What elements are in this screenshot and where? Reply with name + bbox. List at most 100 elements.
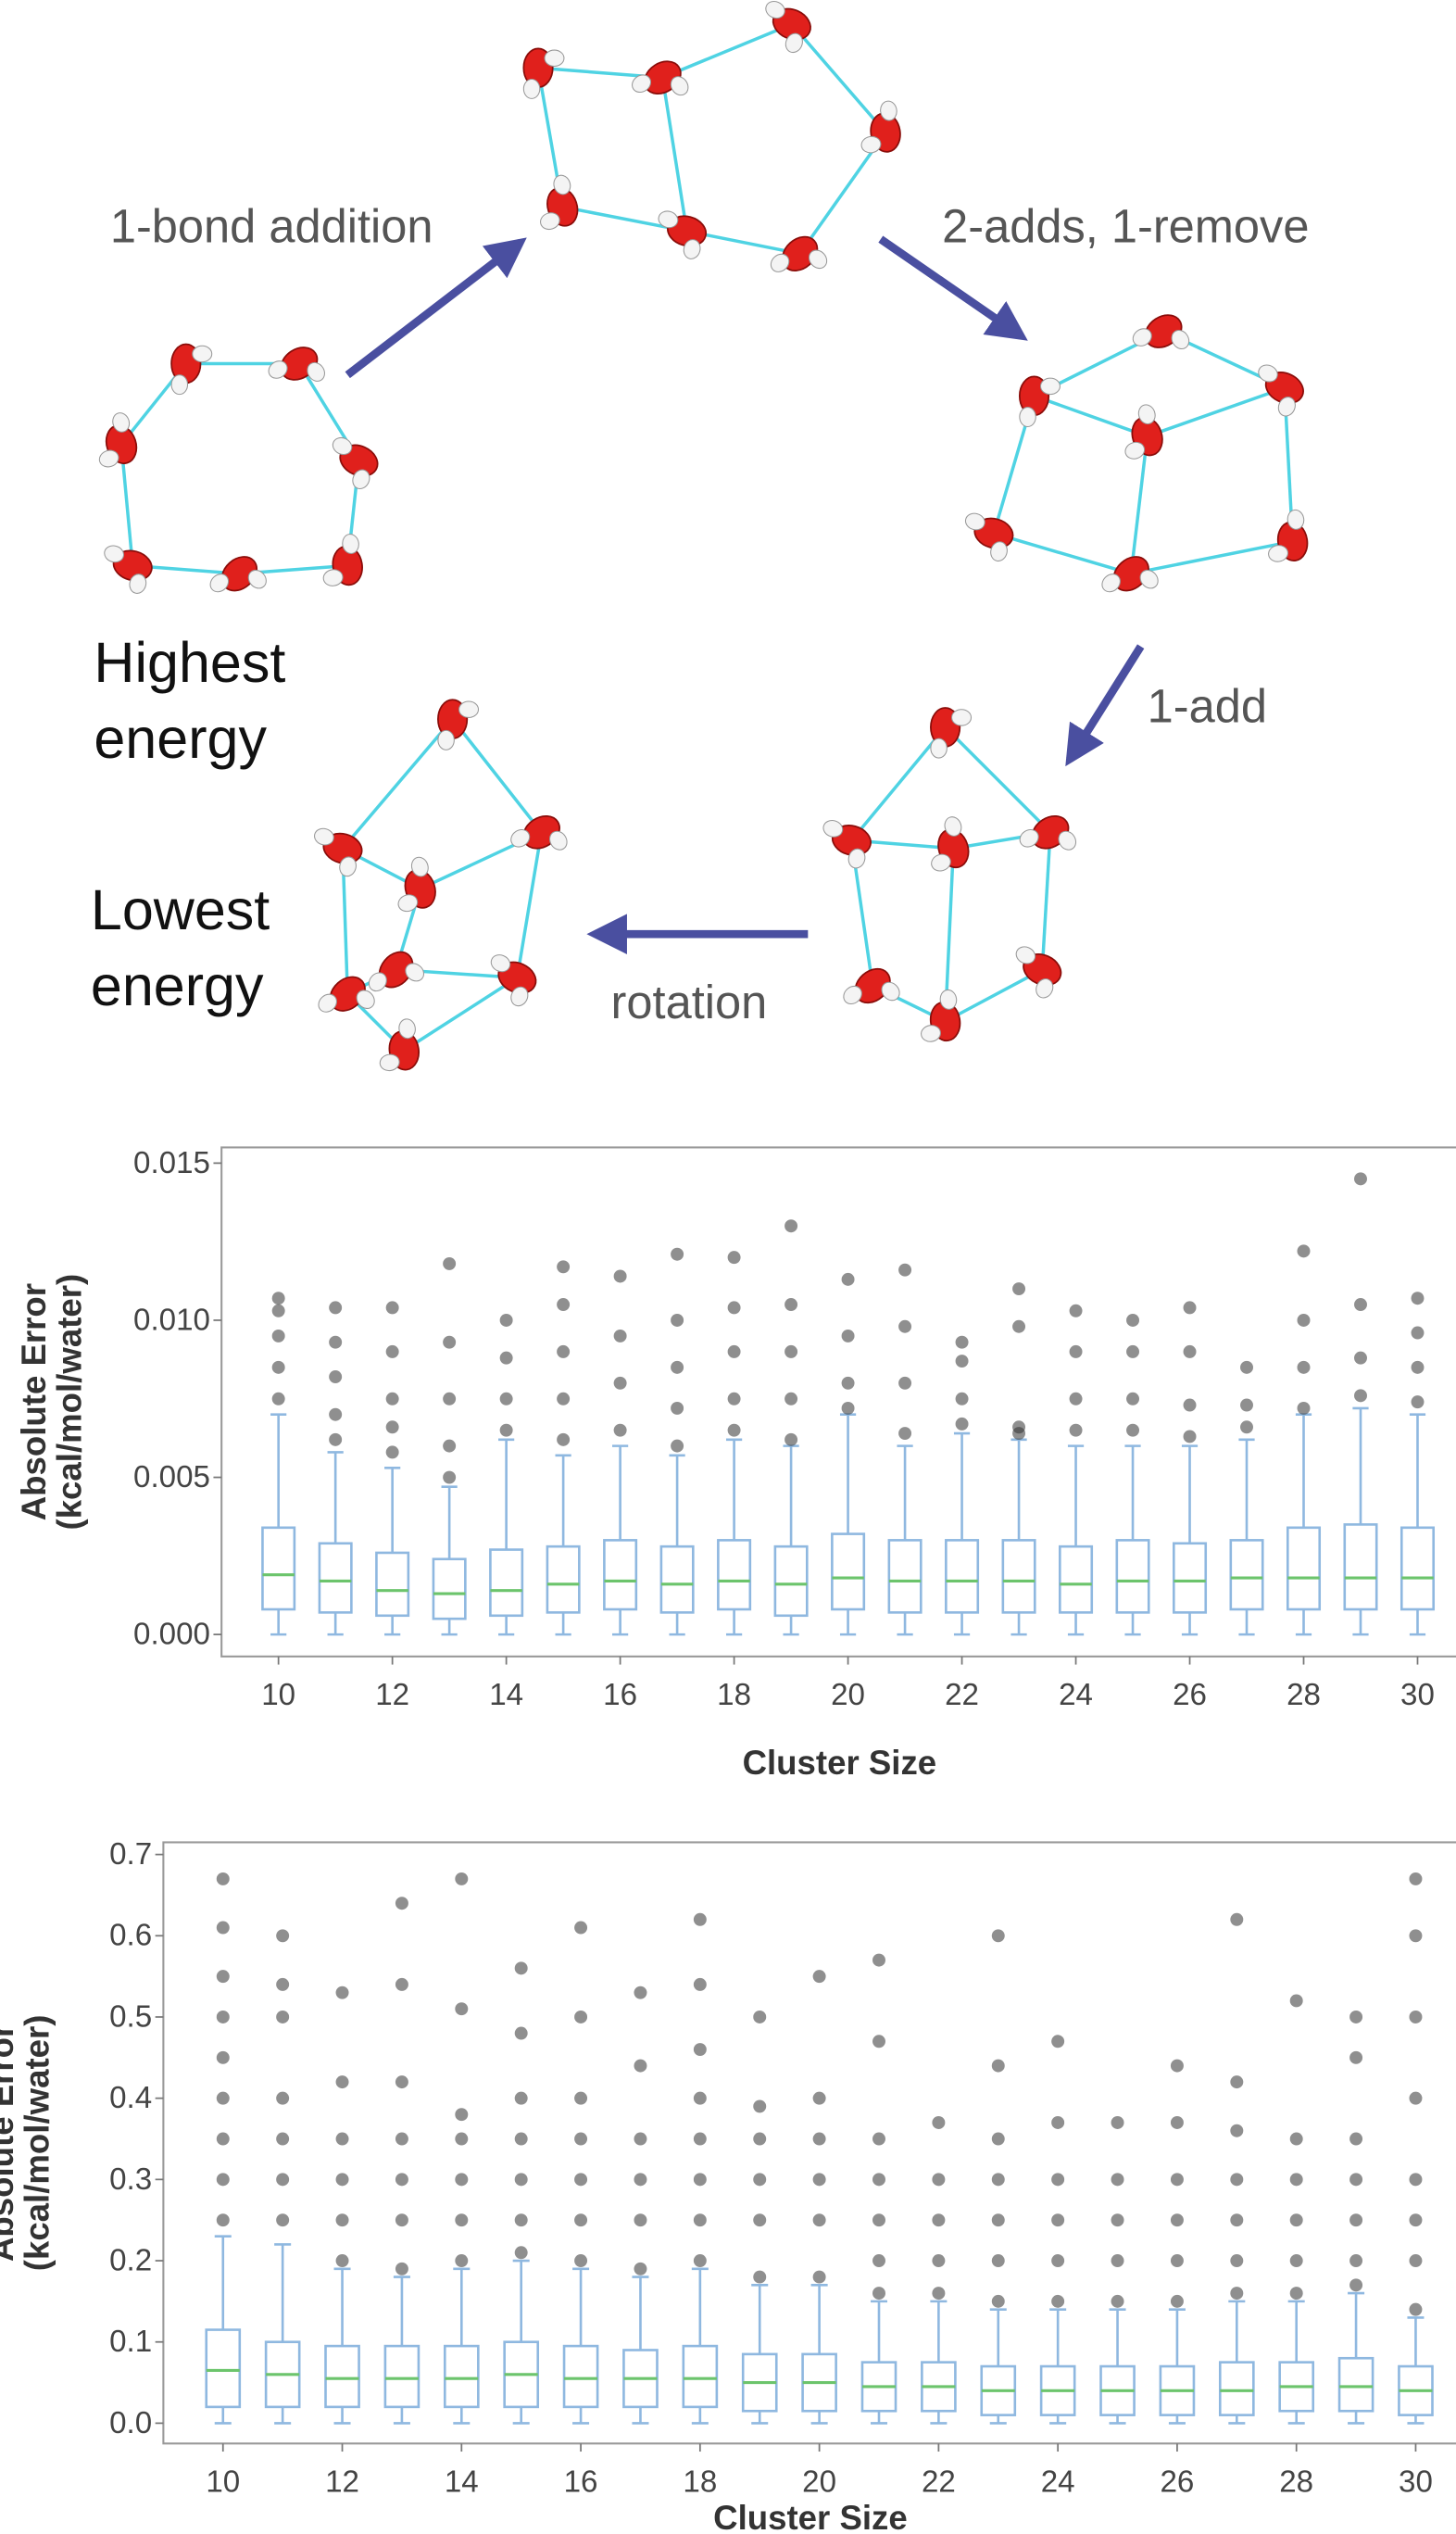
flier [455, 2133, 468, 2146]
hydrogen-bond [1131, 541, 1292, 574]
x-tick-label: 14 [489, 1678, 523, 1712]
flier [1184, 1430, 1197, 1443]
flier [813, 2133, 826, 2146]
hydrogen [545, 50, 564, 66]
flier [753, 2271, 766, 2284]
flier [1051, 2116, 1064, 2129]
y-tick-label: 0.0 [109, 2406, 152, 2440]
flier [784, 1219, 797, 1232]
energy-label: energy [94, 707, 267, 770]
flier [1409, 2254, 1422, 2267]
box-body [1345, 1524, 1376, 1609]
energy-label: Lowest [91, 878, 270, 941]
flier [634, 2060, 646, 2073]
flier [932, 2254, 945, 2267]
y-tick-label: 0.1 [109, 2325, 152, 2359]
flier [1349, 2173, 1362, 2186]
box [1399, 1872, 1432, 2423]
hydrogen-bond [946, 727, 1050, 832]
flier [1171, 2116, 1184, 2129]
flier [1111, 2173, 1124, 2186]
flier [1051, 2213, 1064, 2226]
flier [1412, 1327, 1425, 1340]
box-body [262, 1528, 294, 1609]
flier [813, 2092, 826, 2105]
y-tick-label: 0.3 [109, 2162, 152, 2197]
box [661, 1248, 693, 1634]
flier [329, 1433, 342, 1446]
water-molecule [767, 230, 831, 294]
y-axis-label: Absolute Error [15, 1283, 53, 1520]
flier [336, 2254, 349, 2267]
hydrogen-bond [792, 24, 885, 132]
flier [1051, 2254, 1064, 2267]
box [207, 1872, 240, 2423]
figure: 1-bond addition 2-adds, 1-remove 1-add r… [0, 0, 1456, 2534]
x-tick-label: 26 [1160, 2465, 1194, 2500]
water-molecule [1246, 362, 1308, 420]
flier [1230, 1913, 1243, 1926]
flier [728, 1424, 741, 1437]
flier [694, 2043, 707, 2056]
box [922, 2116, 955, 2423]
flier [813, 2213, 826, 2226]
arrow [347, 243, 521, 375]
flier [500, 1352, 513, 1365]
box-body [604, 1540, 635, 1609]
flier [395, 2133, 408, 2146]
box-body [1339, 2358, 1373, 2411]
flier [1171, 2173, 1184, 2186]
box [1345, 1172, 1376, 1634]
flier [1171, 2254, 1184, 2267]
flier [1349, 2278, 1362, 2291]
flier [443, 1440, 456, 1453]
hydrogen [952, 710, 972, 725]
flier [1012, 1420, 1025, 1433]
flier [386, 1445, 399, 1458]
hydrogen [171, 375, 187, 395]
water-molecule [528, 173, 582, 233]
x-tick-label: 14 [445, 2465, 479, 2500]
x-tick-label: 30 [1400, 1678, 1435, 1712]
hydrogen-bond [662, 78, 686, 232]
flier [634, 2263, 646, 2276]
flier [515, 2213, 528, 2226]
flier [443, 1393, 456, 1406]
flier [1240, 1399, 1253, 1412]
flier [1349, 2011, 1362, 2023]
x-tick-label: 24 [1059, 1678, 1093, 1712]
flier [898, 1377, 911, 1390]
flier [515, 2092, 528, 2105]
water-molecule [96, 544, 156, 596]
water-molecule [958, 511, 1017, 563]
flier [694, 2133, 707, 2146]
box [1161, 2060, 1194, 2424]
flier [1298, 1402, 1311, 1415]
flier [272, 1393, 285, 1406]
hydrogen [931, 738, 947, 758]
flier [443, 1471, 456, 1484]
y-tick-label: 0.005 [133, 1460, 210, 1494]
flier [872, 2254, 885, 2267]
box-body [320, 1544, 351, 1613]
box [1280, 1994, 1313, 2423]
step-label: 1-add [1148, 680, 1267, 733]
hydrogen-bond [453, 719, 542, 832]
flier [386, 1420, 399, 1433]
x-tick-label: 28 [1287, 1678, 1321, 1712]
flier [898, 1427, 911, 1440]
box [743, 2011, 776, 2423]
flier [634, 2213, 646, 2226]
flier [813, 2173, 826, 2186]
flier [500, 1393, 513, 1406]
water-molecule [753, 0, 815, 56]
flier [329, 1370, 342, 1383]
box [803, 1970, 836, 2423]
x-tick-label: 30 [1399, 2465, 1433, 2500]
flier [1111, 2254, 1124, 2267]
x-axis-label: Cluster Size [713, 2499, 908, 2534]
hydrogen-bond [517, 832, 541, 977]
flier [872, 1954, 885, 1967]
flier [217, 1970, 230, 1983]
